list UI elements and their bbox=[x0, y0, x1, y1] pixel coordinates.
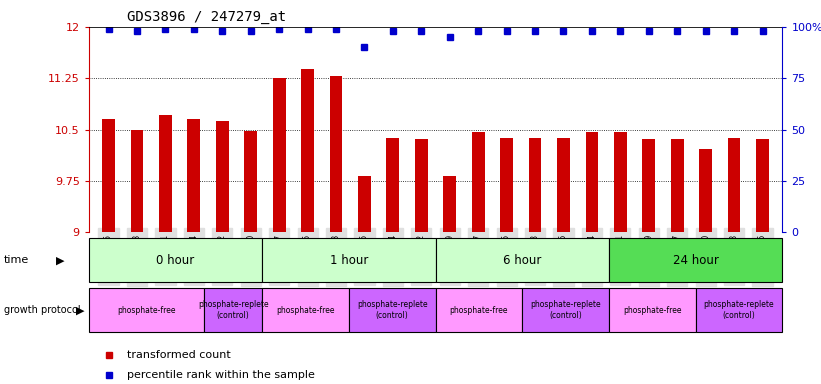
Bar bbox=[699, 149, 712, 232]
Bar bbox=[262, 238, 436, 282]
Text: 0 hour: 0 hour bbox=[156, 254, 195, 266]
Bar bbox=[671, 139, 684, 232]
Text: GDS3896 / 247279_at: GDS3896 / 247279_at bbox=[127, 10, 287, 23]
Text: percentile rank within the sample: percentile rank within the sample bbox=[126, 370, 314, 380]
Bar bbox=[245, 131, 257, 232]
Bar bbox=[102, 119, 115, 232]
Bar bbox=[262, 288, 349, 332]
Bar bbox=[204, 288, 262, 332]
Bar bbox=[89, 238, 262, 282]
Bar bbox=[159, 114, 172, 232]
Bar bbox=[642, 139, 655, 232]
Text: 1 hour: 1 hour bbox=[330, 254, 368, 266]
Bar bbox=[273, 78, 286, 232]
Text: phosphate-replete
(control): phosphate-replete (control) bbox=[530, 300, 601, 320]
Text: phosphate-free: phosphate-free bbox=[276, 306, 335, 314]
Bar bbox=[443, 176, 456, 232]
Text: ▶: ▶ bbox=[56, 255, 64, 265]
Bar bbox=[387, 138, 399, 232]
Bar bbox=[216, 121, 229, 232]
Bar bbox=[301, 70, 314, 232]
Bar bbox=[756, 139, 769, 232]
Bar bbox=[529, 138, 542, 232]
Bar bbox=[614, 132, 626, 232]
Bar bbox=[131, 130, 144, 232]
Bar bbox=[349, 288, 436, 332]
Bar bbox=[522, 288, 609, 332]
Bar bbox=[585, 132, 599, 232]
Text: phosphate-free: phosphate-free bbox=[623, 306, 681, 314]
Text: phosphate-replete
(control): phosphate-replete (control) bbox=[704, 300, 774, 320]
Bar bbox=[436, 238, 609, 282]
Bar bbox=[187, 119, 200, 232]
Text: transformed count: transformed count bbox=[126, 350, 231, 360]
Bar bbox=[500, 138, 513, 232]
Bar bbox=[557, 138, 570, 232]
Bar bbox=[89, 288, 204, 332]
Bar bbox=[329, 76, 342, 232]
Bar bbox=[358, 176, 371, 232]
Bar bbox=[727, 138, 741, 232]
Text: time: time bbox=[4, 255, 30, 265]
Bar bbox=[472, 132, 484, 232]
Text: phosphate-free: phosphate-free bbox=[117, 306, 176, 314]
Bar bbox=[436, 288, 522, 332]
Text: 24 hour: 24 hour bbox=[672, 254, 718, 266]
Text: growth protocol: growth protocol bbox=[4, 305, 80, 315]
Text: phosphate-replete
(control): phosphate-replete (control) bbox=[198, 300, 268, 320]
Bar bbox=[695, 288, 782, 332]
Text: 6 hour: 6 hour bbox=[503, 254, 541, 266]
Text: phosphate-replete
(control): phosphate-replete (control) bbox=[357, 300, 428, 320]
Bar bbox=[415, 139, 428, 232]
Text: phosphate-free: phosphate-free bbox=[450, 306, 508, 314]
Bar bbox=[609, 288, 695, 332]
Text: ▶: ▶ bbox=[76, 305, 84, 315]
Bar bbox=[609, 238, 782, 282]
